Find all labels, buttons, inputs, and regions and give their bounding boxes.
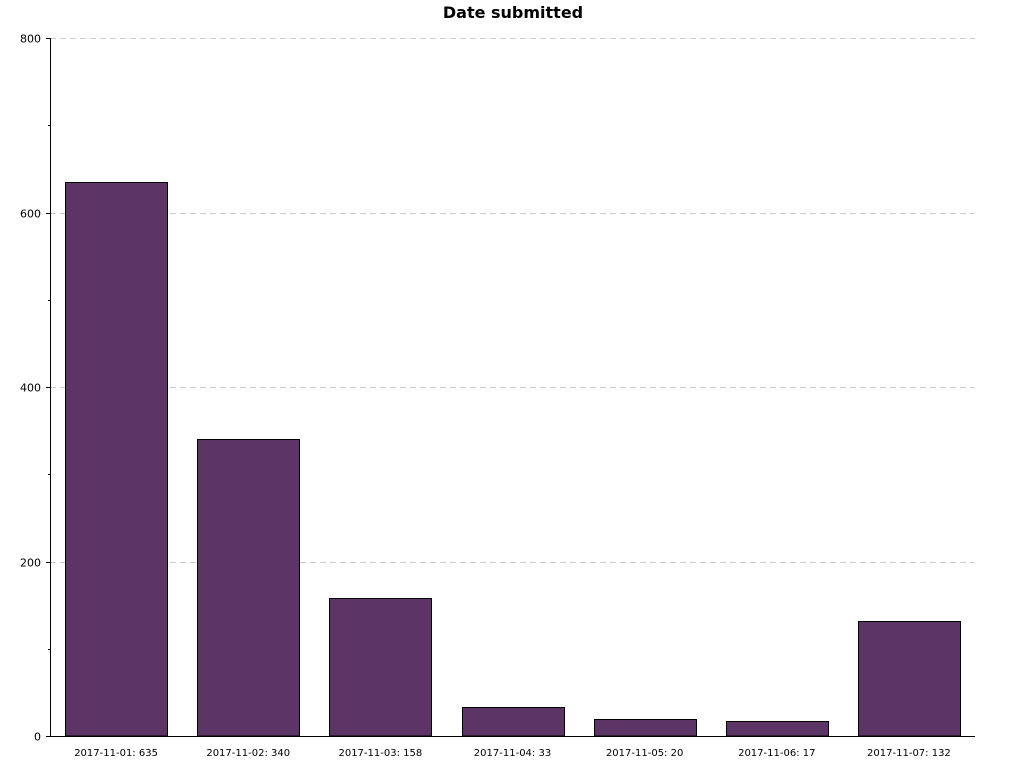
chart-title: Date submitted bbox=[443, 3, 583, 22]
y-tick-label-400: 400 bbox=[20, 382, 41, 395]
axes bbox=[46, 38, 975, 737]
x-tick-label-2017-11-06: 2017-11-06: 17 bbox=[738, 748, 815, 759]
bar-2017-11-04 bbox=[462, 707, 565, 737]
bars bbox=[65, 182, 961, 737]
y-tick-label-600: 600 bbox=[20, 208, 41, 221]
x-tick-label-2017-11-03: 2017-11-03: 158 bbox=[338, 748, 422, 759]
bar-2017-11-07 bbox=[858, 621, 961, 737]
grid-lines bbox=[50, 38, 975, 563]
y-tick-label-200: 200 bbox=[20, 557, 41, 570]
y-tick-label-800: 800 bbox=[20, 33, 41, 46]
x-tick-label-2017-11-01: 2017-11-01: 635 bbox=[74, 748, 158, 759]
bar-2017-11-05 bbox=[594, 719, 697, 737]
y-tick-labels: 0 200 400 600 800 bbox=[20, 33, 41, 744]
bar-2017-11-01 bbox=[65, 182, 168, 737]
x-tick-label-2017-11-07: 2017-11-07: 132 bbox=[867, 748, 951, 759]
x-tick-labels: 2017-11-01: 635 2017-11-02: 340 2017-11-03… bbox=[74, 748, 951, 759]
bar-2017-11-03 bbox=[329, 598, 432, 737]
x-tick-label-2017-11-05: 2017-11-05: 20 bbox=[606, 748, 683, 759]
x-tick-label-2017-11-04: 2017-11-04: 33 bbox=[474, 748, 551, 759]
x-tick-label-2017-11-02: 2017-11-02: 340 bbox=[206, 748, 290, 759]
bar-2017-11-02 bbox=[197, 439, 300, 737]
y-tick-label-0: 0 bbox=[34, 731, 41, 744]
bar-2017-11-06 bbox=[726, 721, 829, 737]
